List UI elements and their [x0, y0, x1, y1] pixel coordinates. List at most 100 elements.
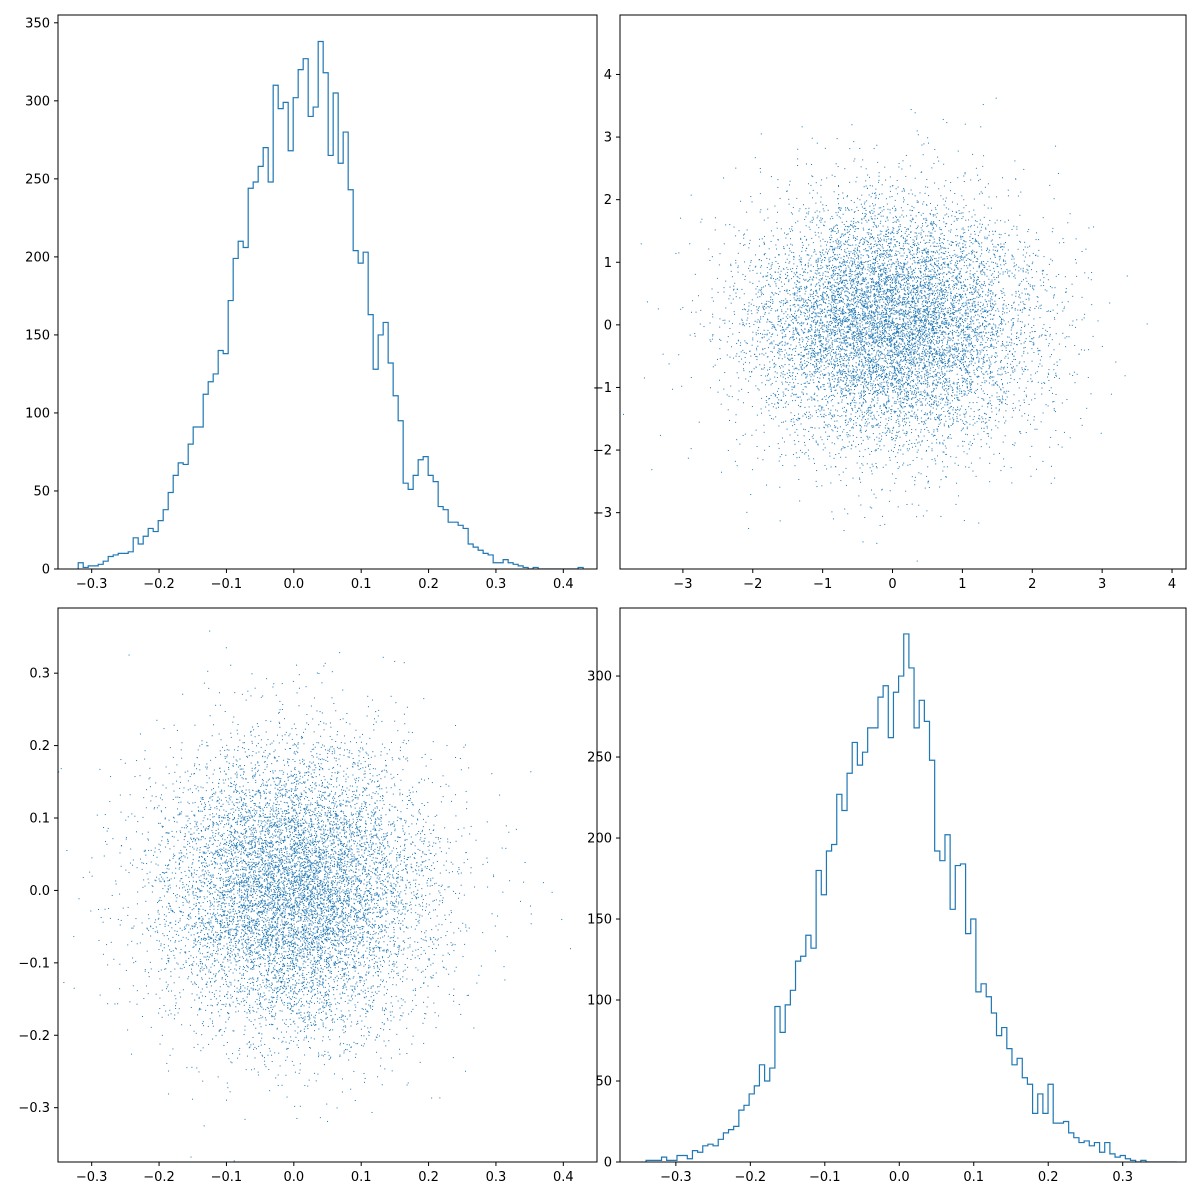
scatter-point: [887, 276, 889, 278]
scatter-point: [820, 340, 822, 342]
scatter-point: [875, 271, 877, 273]
scatter-point: [796, 328, 798, 330]
scatter-point: [1027, 293, 1029, 295]
scatter-point: [916, 560, 918, 562]
scatter-point: [860, 239, 862, 240]
scatter-point: [871, 335, 873, 337]
scatter-point: [826, 287, 828, 289]
scatter-point: [969, 236, 971, 238]
scatter-point: [932, 275, 934, 277]
scatter-point: [947, 341, 949, 343]
scatter-point: [839, 301, 841, 303]
scatter-point: [982, 104, 984, 106]
scatter-point: [874, 387, 876, 389]
scatter-point: [771, 321, 773, 323]
scatter-point: [977, 409, 979, 411]
scatter-point: [935, 216, 937, 218]
scatter-point: [919, 344, 921, 346]
scatter-point: [887, 260, 889, 262]
scatter-point: [919, 336, 921, 338]
scatter-point: [833, 306, 835, 308]
scatter-point: [821, 335, 823, 337]
scatter-point: [877, 252, 879, 254]
scatter-point: [872, 372, 874, 374]
scatter-point: [870, 314, 872, 316]
scatter-point: [875, 194, 877, 196]
scatter-point: [890, 238, 892, 240]
scatter-point: [879, 433, 881, 435]
scatter-point: [924, 396, 926, 397]
scatter-point: [931, 354, 933, 356]
scatter-point: [921, 370, 923, 372]
scatter-point: [862, 456, 864, 458]
scatter-point: [909, 346, 911, 348]
scatter-point: [1066, 399, 1068, 401]
scatter-point: [878, 278, 880, 280]
scatter-point: [868, 349, 870, 351]
scatter-point: [975, 390, 977, 392]
scatter-point: [898, 163, 900, 165]
scatter-point: [803, 305, 805, 307]
scatter-point: [857, 255, 859, 257]
scatter-point: [952, 355, 954, 357]
scatter-point: [929, 283, 931, 285]
scatter-point: [825, 355, 827, 357]
scatter-point: [931, 232, 933, 234]
scatter-point: [868, 318, 870, 320]
scatter-point: [942, 451, 944, 453]
scatter-point: [823, 287, 825, 289]
scatter-point: [824, 302, 826, 304]
scatter-point: [908, 303, 910, 305]
scatter-point: [843, 371, 845, 373]
scatter-point: [905, 322, 907, 324]
scatter-point: [828, 268, 830, 270]
scatter-point: [1031, 263, 1033, 265]
scatter-point: [818, 362, 820, 364]
scatter-point: [805, 290, 807, 292]
scatter-point: [840, 293, 842, 295]
scatter-point: [939, 327, 941, 329]
scatter-point: [908, 283, 910, 285]
scatter-point: [915, 393, 917, 395]
scatter-point: [961, 358, 963, 360]
scatter-point: [874, 300, 876, 302]
scatter-point: [936, 277, 938, 279]
scatter-point: [913, 353, 915, 355]
scatter-point: [1028, 283, 1030, 285]
scatter-point: [833, 300, 835, 302]
scatter-point: [896, 326, 898, 328]
scatter-point: [914, 315, 916, 317]
scatter-point: [1010, 377, 1012, 379]
scatter-point: [758, 389, 760, 391]
scatter-point: [827, 359, 829, 361]
scatter-point: [923, 218, 925, 220]
scatter-point: [908, 267, 910, 269]
scatter-point: [901, 353, 903, 355]
scatter-point: [831, 358, 832, 360]
scatter-point: [913, 240, 915, 242]
scatter-point: [905, 413, 907, 415]
scatter-point: [936, 250, 938, 252]
scatter-point: [1020, 301, 1022, 303]
scatter-point: [866, 368, 868, 370]
scatter-point: [901, 168, 903, 170]
scatter-point: [895, 285, 897, 287]
scatter-point: [906, 256, 908, 258]
scatter-point: [824, 281, 826, 283]
scatter-point: [992, 334, 994, 336]
scatter-point: [761, 292, 763, 294]
scatter-point: [991, 299, 993, 301]
scatter-point: [904, 300, 906, 302]
scatter-point: [864, 449, 866, 451]
scatter-point: [799, 277, 801, 279]
scatter-point: [830, 387, 832, 389]
scatter-point: [775, 407, 777, 409]
scatter-point: [929, 317, 931, 319]
scatter-point: [837, 284, 839, 286]
scatter-point: [945, 420, 947, 422]
scatter-point: [809, 347, 811, 349]
scatter-point: [826, 340, 828, 342]
scatter-point: [1025, 277, 1027, 279]
scatter-point: [896, 273, 898, 275]
scatter-point: [842, 275, 844, 277]
